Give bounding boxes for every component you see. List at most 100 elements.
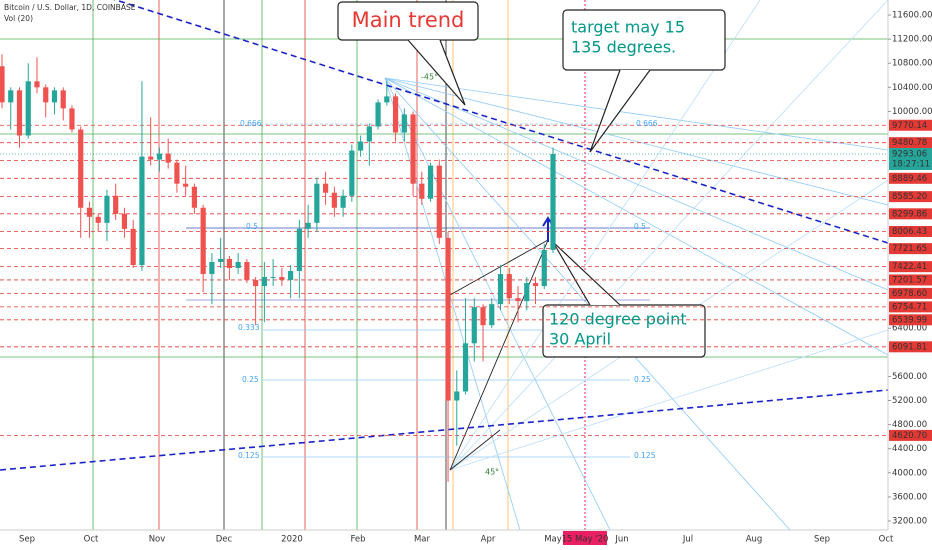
candle-body [130, 228, 136, 265]
candle-body [427, 165, 434, 199]
countdown: 18:27:11 [892, 159, 930, 169]
candle-body [0, 66, 5, 103]
angle-label: -45° [421, 73, 438, 82]
x-tick-label: Mar [414, 535, 431, 545]
candle-body [296, 228, 302, 272]
x-tick-label: Feb [350, 535, 365, 545]
candle-body [357, 141, 364, 151]
price-level-label: 8889.46 [892, 174, 927, 184]
current-price-tag [889, 147, 932, 170]
fib-label: 0.25 [634, 375, 651, 384]
candle-body [209, 261, 215, 275]
price-level-tag [889, 314, 932, 326]
candle-body [419, 183, 425, 199]
price-level-tag [889, 243, 932, 255]
candle-body [462, 343, 469, 392]
volume-label: Vol (20) [4, 14, 33, 23]
annotation: 30 April [549, 330, 611, 349]
y-tick-label: 4800.00 [892, 420, 927, 430]
y-tick-label: 4400.00 [892, 444, 927, 454]
price-level-tag [889, 341, 932, 353]
price-level-tag [889, 261, 932, 273]
price-level-label: 6978.60 [892, 289, 927, 299]
date-marker [563, 531, 607, 545]
x-tick-label: Jun [614, 535, 628, 545]
candle-body [25, 81, 31, 136]
candle-body [270, 277, 276, 279]
price-level-label: 6754.71 [892, 302, 927, 312]
candle-body [8, 90, 14, 103]
candle-body [95, 216, 101, 223]
candle-body [121, 213, 128, 229]
candle-body [139, 156, 145, 265]
y-tick-label: 10000.00 [892, 107, 932, 117]
fib-label: 0.666 [636, 119, 658, 128]
x-tick-label: May [544, 535, 562, 545]
price-level-label: 8585.20 [892, 192, 927, 202]
x-tick-label: Oct [879, 535, 894, 545]
candle-body [218, 258, 224, 262]
candle-body [69, 108, 75, 130]
candle-body [235, 261, 241, 269]
candle-body [436, 165, 442, 238]
candle-body [183, 183, 189, 187]
fib-label: 0.5 [634, 222, 646, 231]
fib-label: 0.666 [240, 119, 262, 128]
annotation: 135 degrees. [571, 38, 676, 57]
candle-body [148, 156, 154, 160]
candle-body [244, 261, 250, 281]
x-tick-label: Jul [682, 535, 693, 545]
angle-label: 45° [485, 468, 499, 477]
candle-body [60, 90, 66, 109]
candle-body [261, 277, 267, 287]
candle-body [34, 81, 40, 88]
candle-body [454, 391, 460, 401]
price-level-tag [889, 225, 932, 237]
candle-body [541, 249, 547, 287]
x-tick-label: Aug [746, 535, 763, 545]
fib-label: 0.5 [246, 222, 258, 231]
x-tick-label: Apr [481, 535, 496, 545]
candle-body [165, 153, 171, 163]
x-tick-label: Dec [216, 535, 233, 545]
y-tick-label: 3600.00 [892, 492, 927, 502]
candle-body [323, 183, 329, 193]
candle-body [51, 90, 58, 103]
price-level-tag [889, 137, 932, 149]
y-tick-label: 10400.00 [892, 83, 932, 93]
candle-body [497, 274, 504, 305]
fib-label: 0.125 [238, 451, 260, 460]
x-tick-label: Sep [19, 535, 35, 545]
x-tick-label: Sep [814, 535, 830, 545]
y-tick-label: 11200.00 [892, 35, 932, 45]
price-level-label: 4620.70 [892, 431, 927, 441]
annotation: 120 degree point [549, 310, 687, 329]
series-layer [0, 54, 888, 482]
candle-body [384, 96, 390, 103]
candle-body [471, 307, 477, 344]
candle-body [392, 96, 399, 133]
candle-body [86, 207, 93, 217]
candle-body [16, 90, 23, 136]
candle-body [506, 274, 512, 299]
x-tick-label: 2020 [281, 535, 303, 545]
candle-body [174, 162, 180, 184]
price-level-label: 9770.14 [892, 121, 927, 131]
price-level-tag [889, 274, 932, 286]
price-level-label: 7201.57 [892, 275, 927, 285]
candle-body [200, 207, 206, 275]
candle-body [349, 150, 355, 196]
current-price-label: 9293.06 [892, 149, 927, 159]
price-level-label: 7721.65 [892, 244, 927, 254]
x-tick-label: 15 May '20 [562, 535, 609, 545]
candle-body [401, 114, 407, 133]
candle-body [78, 129, 84, 208]
price-level-tag [889, 119, 932, 131]
price-level-label: 7422.41 [892, 262, 927, 272]
price-level-label: 8299.86 [892, 209, 927, 219]
candle-body [489, 304, 495, 326]
candle-body [410, 114, 416, 184]
candle-body [550, 153, 556, 250]
